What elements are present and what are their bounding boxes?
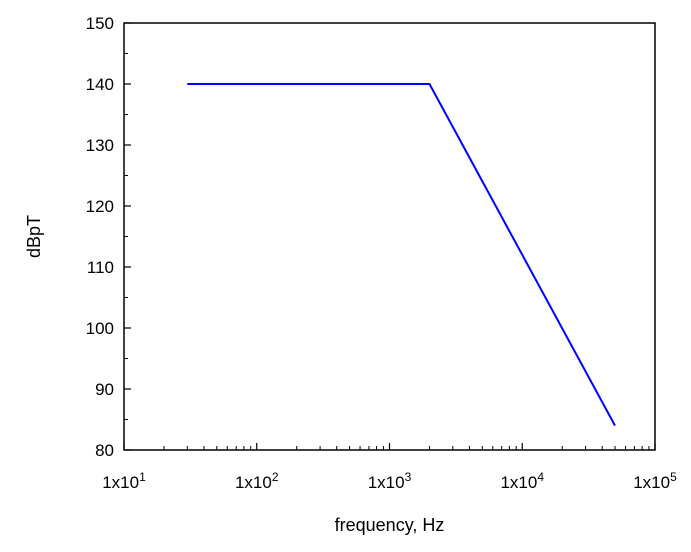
plot-frame xyxy=(123,22,656,451)
x-axis-title: frequency, Hz xyxy=(335,515,445,535)
x-tick-label: 1x103 xyxy=(368,470,412,492)
y-tick-label: 100 xyxy=(86,319,114,338)
x-tick-label: 1x101 xyxy=(102,470,146,492)
y-tick-label: 140 xyxy=(86,75,114,94)
y-tick-label: 120 xyxy=(86,197,114,216)
x-tick-label: 1x105 xyxy=(633,470,677,492)
y-tick-label: 90 xyxy=(95,380,114,399)
minor-ticks xyxy=(124,53,650,450)
y-tick-label: 80 xyxy=(95,441,114,460)
y-axis-title: dBpT xyxy=(24,215,44,258)
series-line xyxy=(187,83,616,427)
x-tick-label: 1x102 xyxy=(235,470,279,492)
x-tick-labels: 1x101 1x102 1x103 1x104 1x105 xyxy=(102,470,677,492)
major-ticks xyxy=(123,22,656,451)
y-tick-labels: 80 90 100 110 120 130 140 150 xyxy=(86,14,114,460)
series-group xyxy=(187,83,616,427)
y-tick-label: 110 xyxy=(87,258,114,277)
y-tick-label: 130 xyxy=(86,136,114,155)
x-tick-label: 1x104 xyxy=(500,470,544,492)
y-tick-label: 150 xyxy=(86,14,114,33)
